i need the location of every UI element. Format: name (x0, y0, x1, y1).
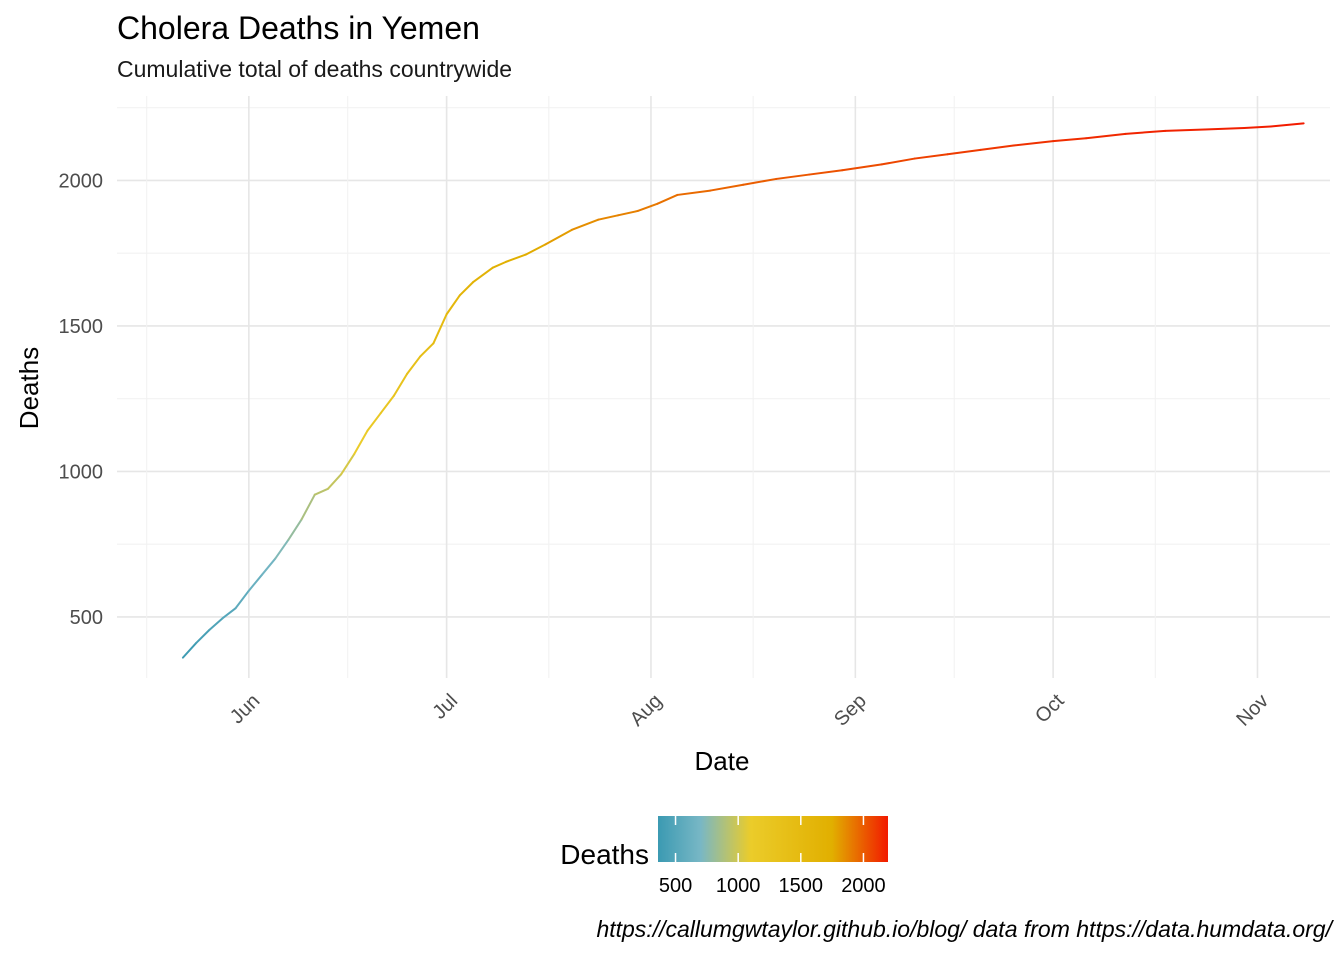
line-segment (597, 214, 620, 221)
line-segment (432, 313, 448, 345)
line-segment (379, 394, 395, 415)
legend-tick-label: 500 (659, 875, 692, 897)
line-segment (491, 260, 507, 269)
line-segment (656, 193, 679, 205)
legend-tick-label: 2000 (841, 875, 886, 897)
x-tick-label: Oct (1031, 690, 1069, 728)
y-tick-label: 500 (70, 607, 103, 629)
line-segment (353, 429, 369, 455)
line-segment (458, 281, 474, 297)
chart-title: Cholera Deaths in Yemen (117, 10, 480, 46)
line-segment (913, 153, 949, 160)
line-segment (841, 163, 883, 172)
line-segment (234, 589, 250, 610)
line-segment (808, 169, 844, 176)
x-tick-label: Jun (226, 690, 264, 728)
legend-ticks: 500 1000 1500 2000 (659, 816, 886, 897)
chart-subtitle: Cumulative total of deaths countrywide (117, 56, 513, 82)
line-segment (287, 518, 303, 541)
x-axis-ticks: Jun Jul Aug Sep Oct Nov (226, 690, 1273, 731)
line-segment (1243, 125, 1272, 130)
line-segment (419, 342, 435, 358)
line-segment (195, 628, 211, 645)
y-axis-title: Deaths (14, 347, 44, 429)
line-segment (979, 144, 1015, 151)
line-segment (406, 355, 422, 375)
line-segment (1124, 129, 1167, 135)
line-segment (313, 487, 329, 496)
line-segment (221, 607, 237, 620)
line-segment (261, 557, 277, 576)
x-tick-label: Sep (830, 690, 871, 731)
y-tick-label: 2000 (59, 170, 104, 192)
grid-lines (117, 96, 1330, 678)
line-segment (181, 642, 198, 659)
legend-tick-label: 1500 (779, 875, 824, 897)
y-tick-label: 1000 (59, 461, 104, 483)
line-segment (1164, 128, 1206, 132)
line-segment (471, 266, 494, 284)
x-tick-label: Aug (626, 690, 667, 731)
line-segment (544, 228, 573, 246)
line-segment (636, 202, 659, 212)
line-segment (340, 452, 356, 476)
legend-tick-label: 1000 (716, 875, 761, 897)
line-segment (570, 218, 600, 231)
line-segment (524, 243, 547, 256)
line-segment (742, 177, 778, 186)
line-segment (1012, 140, 1055, 147)
line-segment (274, 538, 290, 560)
line-segment (392, 372, 409, 397)
legend-colorbar (658, 816, 888, 862)
line-segment (445, 294, 461, 316)
y-tick-label: 1500 (59, 316, 104, 338)
legend-title: Deaths (560, 839, 649, 870)
x-tick-label: Nov (1232, 690, 1273, 731)
line-segment (709, 183, 745, 192)
line-segment (617, 209, 639, 217)
chart-caption: https://callumgwtaylor.github.io/blog/ d… (596, 916, 1332, 942)
line-segment (504, 253, 527, 263)
data-series (181, 122, 1305, 659)
y-axis-ticks: 500 1000 1500 2000 (59, 170, 104, 629)
line-segment (1269, 122, 1305, 128)
line-segment (946, 148, 982, 156)
line-segment (1203, 127, 1246, 131)
line-segment (366, 412, 382, 432)
line-segment (1052, 137, 1088, 143)
line-segment (300, 493, 316, 521)
color-legend: Deaths 500 1000 1500 2000 (560, 816, 888, 897)
line-segment (775, 173, 811, 180)
x-tick-label: Jul (429, 690, 463, 724)
line-segment (1085, 132, 1127, 140)
x-axis-title: Date (695, 746, 750, 776)
line-segment (676, 189, 712, 196)
line-segment (880, 157, 916, 166)
line-segment (247, 573, 264, 592)
line-segment (326, 473, 343, 490)
line-segment (208, 617, 224, 631)
